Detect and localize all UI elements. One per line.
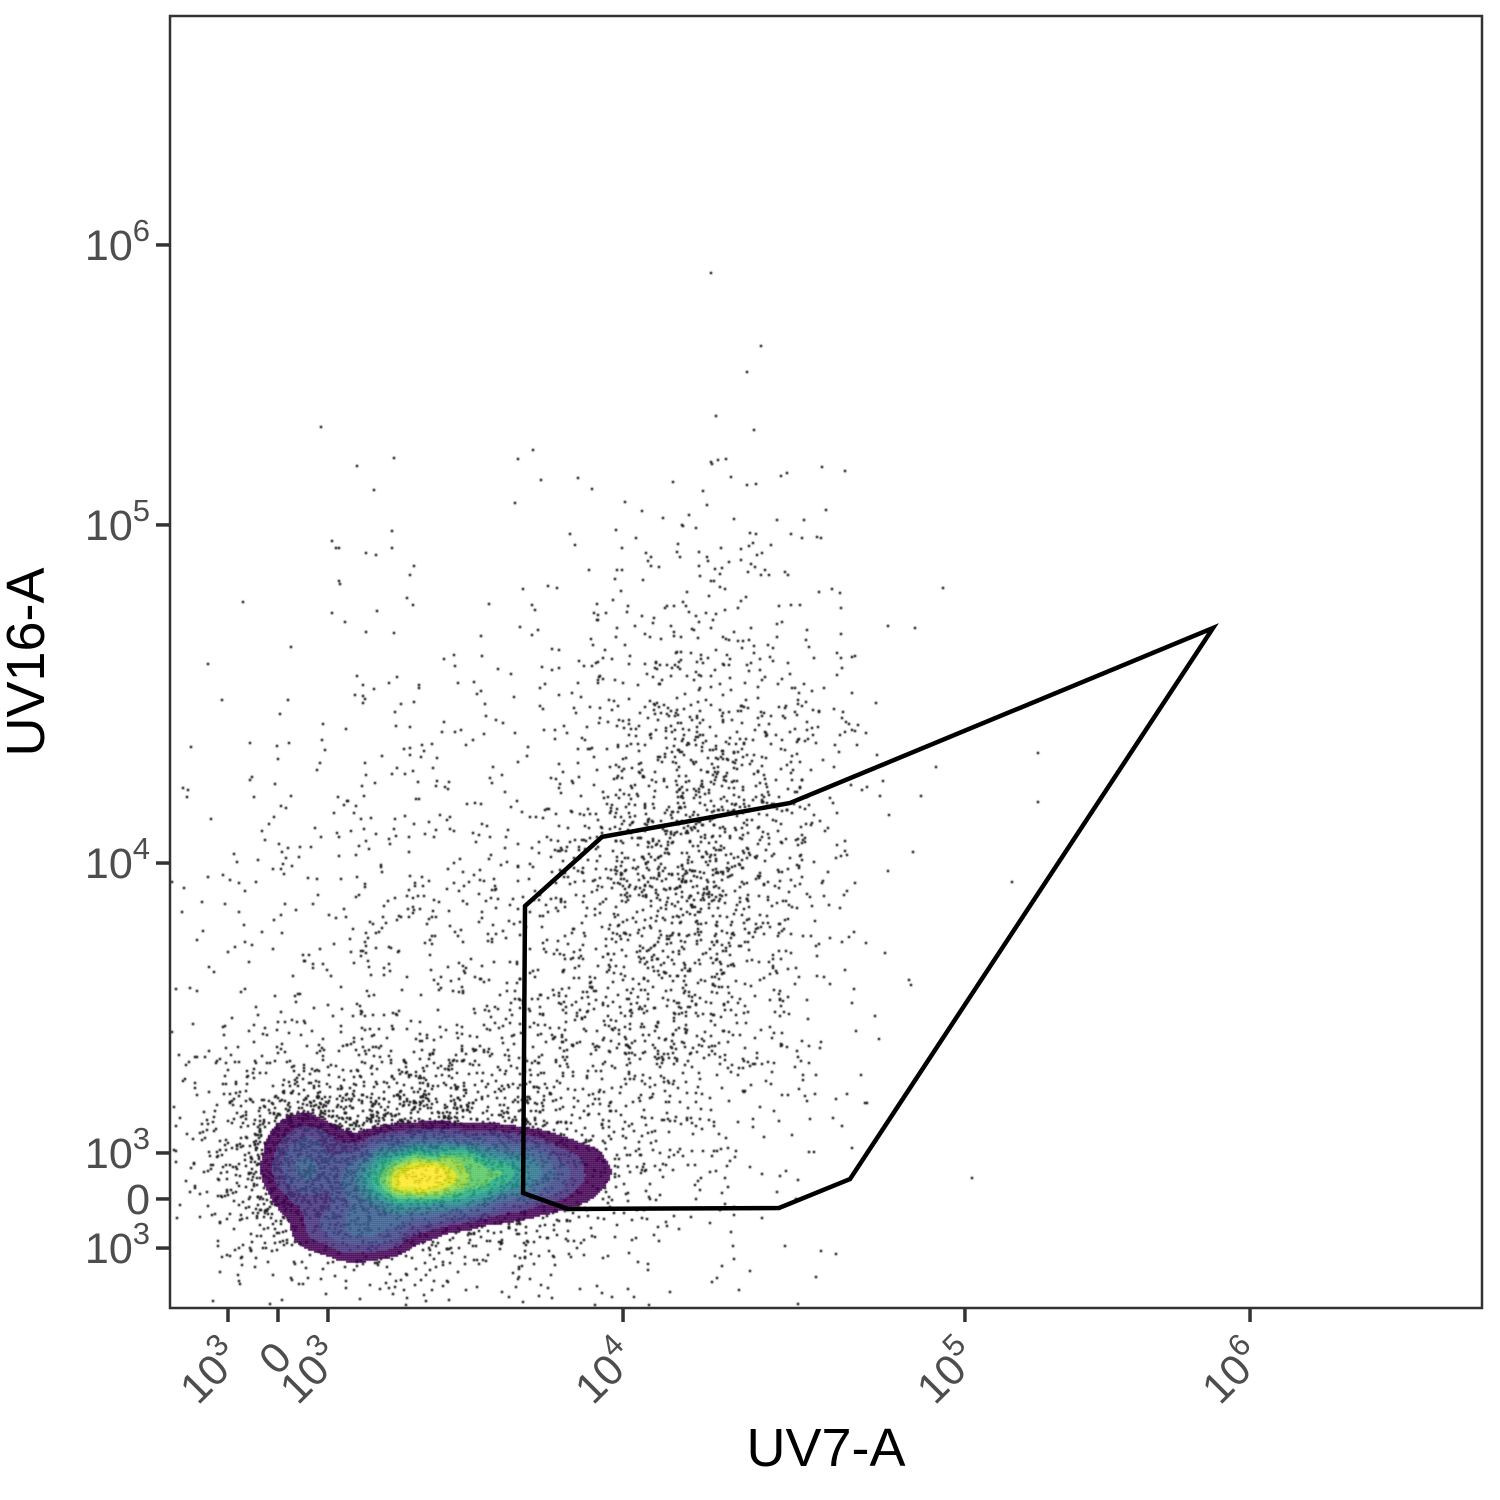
x-tick-label: 104 [560, 1327, 646, 1413]
y-axis-title: UV16-A [0, 567, 56, 756]
x-tick-label: 106 [1187, 1327, 1273, 1413]
y-tick-label: 104 [85, 831, 150, 888]
y-tick-label: 103 [85, 1216, 150, 1273]
x-tick-label: 103 [165, 1327, 251, 1413]
y-tick-label: 0 [126, 1176, 150, 1224]
y-tick-label: 106 [85, 213, 150, 270]
gate-polygon [520, 623, 1219, 1212]
y-tick-label: 105 [85, 493, 150, 550]
x-axis-title: UV7-A [746, 1418, 905, 1478]
plot-panel-border [168, 14, 1484, 1310]
x-tick-label: 105 [902, 1327, 988, 1413]
y-tick-label: 103 [85, 1121, 150, 1178]
